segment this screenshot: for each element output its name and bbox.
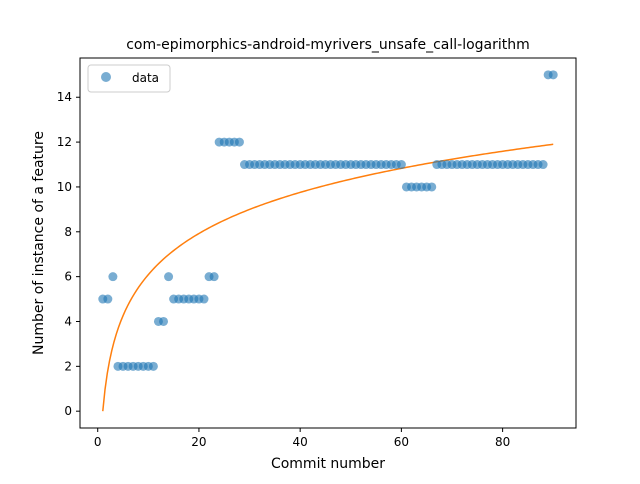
- y-tick-label: 2: [64, 359, 72, 373]
- x-tick-label: 20: [191, 435, 206, 449]
- y-tick-label: 4: [64, 314, 72, 328]
- y-tick-label: 8: [64, 225, 72, 239]
- legend-marker-data: [101, 72, 111, 82]
- y-tick-label: 12: [57, 135, 72, 149]
- data-point: [164, 272, 174, 282]
- data-point: [396, 160, 406, 170]
- data-point: [199, 294, 209, 304]
- data-point: [538, 160, 548, 170]
- y-tick-label: 14: [57, 90, 72, 104]
- data-point: [103, 294, 113, 304]
- data-point: [427, 182, 437, 192]
- x-tick-label: 40: [293, 435, 308, 449]
- chart-title: com-epimorphics-android-myrivers_unsafe_…: [126, 37, 530, 53]
- y-axis-label: Number of instance of a feature: [31, 131, 47, 355]
- data-point: [209, 272, 219, 282]
- x-tick-label: 80: [495, 435, 510, 449]
- x-tick-label: 0: [94, 435, 102, 449]
- data-point: [148, 361, 158, 371]
- data-point: [159, 316, 169, 326]
- y-tick-label: 10: [57, 180, 72, 194]
- x-axis-ticks: 0 20 40 60 80: [94, 428, 510, 449]
- data-points-layer: [98, 70, 558, 371]
- plot-frame: [79, 57, 577, 429]
- data-point: [548, 70, 558, 80]
- legend: data: [87, 64, 171, 93]
- y-tick-label: 0: [64, 404, 72, 418]
- x-tick-label: 60: [394, 435, 409, 449]
- fit-line-layer: [102, 143, 554, 412]
- x-axis-label: Commit number: [271, 456, 385, 472]
- plot-area: [80, 58, 576, 428]
- data-point: [234, 137, 244, 147]
- y-axis-ticks: 0 2 4 6 8 10 12 14: [57, 90, 80, 418]
- data-point: [108, 272, 118, 282]
- fit-line: [102, 143, 554, 412]
- legend-box: [87, 64, 171, 93]
- legend-label-data: data: [132, 71, 159, 85]
- y-tick-label: 6: [64, 270, 72, 284]
